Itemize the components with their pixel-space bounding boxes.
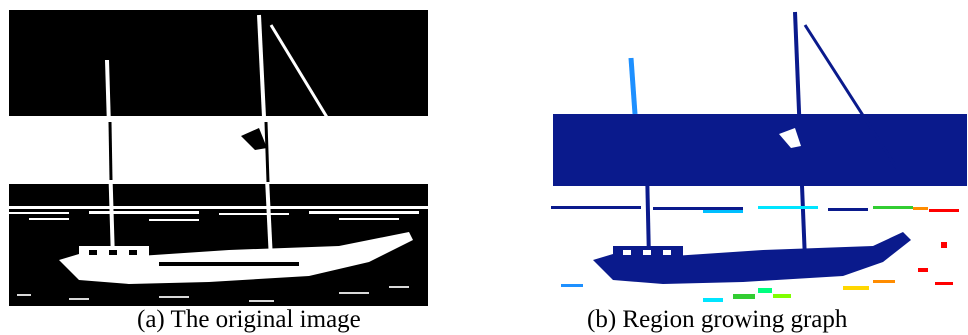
water-highlights	[17, 286, 409, 302]
sail-shadow	[241, 128, 267, 150]
horizon-segments	[551, 206, 959, 213]
original-image-panel	[9, 10, 428, 306]
water-spots	[561, 242, 953, 302]
original-image	[9, 10, 428, 306]
rigging	[269, 24, 361, 171]
region-growing-panel	[543, 10, 967, 306]
caption-original-image: (a) The original image	[137, 306, 361, 333]
cabin-windows	[89, 250, 299, 266]
region-windows	[623, 250, 671, 255]
blue-mast-top	[628, 57, 638, 115]
haze-band	[9, 116, 428, 184]
caption-region-growing: (b) Region growing graph	[587, 306, 848, 333]
region-growing-graph	[551, 11, 967, 302]
horizon-noise	[9, 206, 428, 221]
region-hull	[593, 232, 911, 284]
main-region	[553, 114, 967, 186]
masts-dark	[108, 121, 270, 183]
sky-region	[9, 10, 428, 116]
region-rigging	[803, 24, 900, 171]
white-hole	[779, 128, 801, 148]
region-masts	[644, 11, 807, 261]
